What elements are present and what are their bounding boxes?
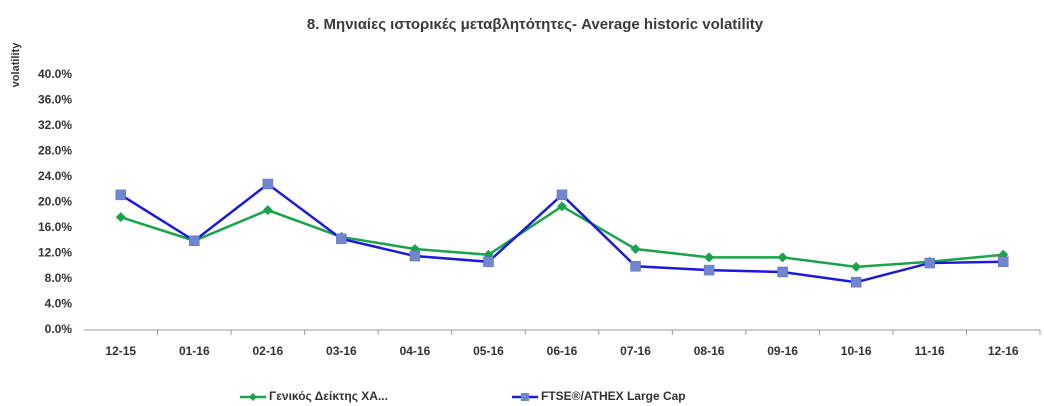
- marker: [924, 257, 935, 269]
- marker: [409, 250, 421, 262]
- x-tick-label: 05-16: [473, 344, 504, 358]
- y-tick-label: 24.0%: [38, 169, 72, 183]
- y-tick-label: 20.0%: [38, 195, 72, 209]
- marker: [115, 212, 126, 223]
- x-tick-label: 06-16: [547, 344, 578, 358]
- marker: [557, 201, 567, 212]
- marker: [189, 235, 200, 246]
- x-tick-label: 12-15: [105, 344, 136, 358]
- series-line: [120, 204, 1004, 269]
- marker: [630, 244, 641, 255]
- y-tick-label: 16.0%: [38, 220, 72, 234]
- marker: [997, 256, 1009, 268]
- chart-title: 8. Μηνιαίες ιστορικές μεταβλητότητες- Av…: [307, 16, 764, 33]
- x-tick-label: 03-16: [326, 344, 357, 358]
- marker: [115, 189, 127, 201]
- marker: [556, 189, 568, 201]
- y-tick-label: 12.0%: [38, 246, 72, 260]
- y-axis-label: volatility: [10, 42, 22, 88]
- y-tick-label: 0.0%: [45, 322, 73, 336]
- legend-marker: [521, 393, 529, 401]
- x-tick-label: 11-16: [915, 344, 945, 358]
- x-tick-label: 10-16: [841, 344, 872, 358]
- marker: [262, 205, 273, 216]
- marker: [851, 261, 862, 272]
- marker: [262, 178, 274, 190]
- marker: [777, 252, 788, 263]
- y-tick-label: 4.0%: [45, 297, 73, 311]
- x-tick-label: 12-16: [988, 344, 1019, 358]
- y-tick-label: 36.0%: [38, 93, 72, 107]
- marker: [850, 276, 862, 288]
- y-tick-label: 8.0%: [45, 271, 73, 285]
- marker: [703, 264, 715, 276]
- legend-marker: [249, 393, 257, 401]
- x-tick-label: 01-16: [179, 344, 210, 358]
- x-tick-label: 07-16: [620, 344, 651, 358]
- marker: [630, 261, 641, 272]
- legend-label: Γενικός Δείκτης ΧΑ...: [269, 389, 388, 403]
- x-tick-label: 02-16: [252, 344, 283, 358]
- x-tick-label: 08-16: [694, 344, 725, 358]
- y-tick-label: 28.0%: [38, 144, 72, 158]
- y-tick-label: 40.0%: [38, 67, 72, 81]
- x-tick-label: 09-16: [767, 344, 798, 358]
- marker: [483, 256, 494, 268]
- legend-label: FTSE®/ATHEX Large Cap: [541, 389, 686, 403]
- marker: [777, 266, 788, 278]
- marker: [336, 233, 347, 245]
- y-tick-label: 32.0%: [38, 118, 72, 132]
- marker: [704, 252, 715, 263]
- x-tick-label: 04-16: [400, 344, 431, 358]
